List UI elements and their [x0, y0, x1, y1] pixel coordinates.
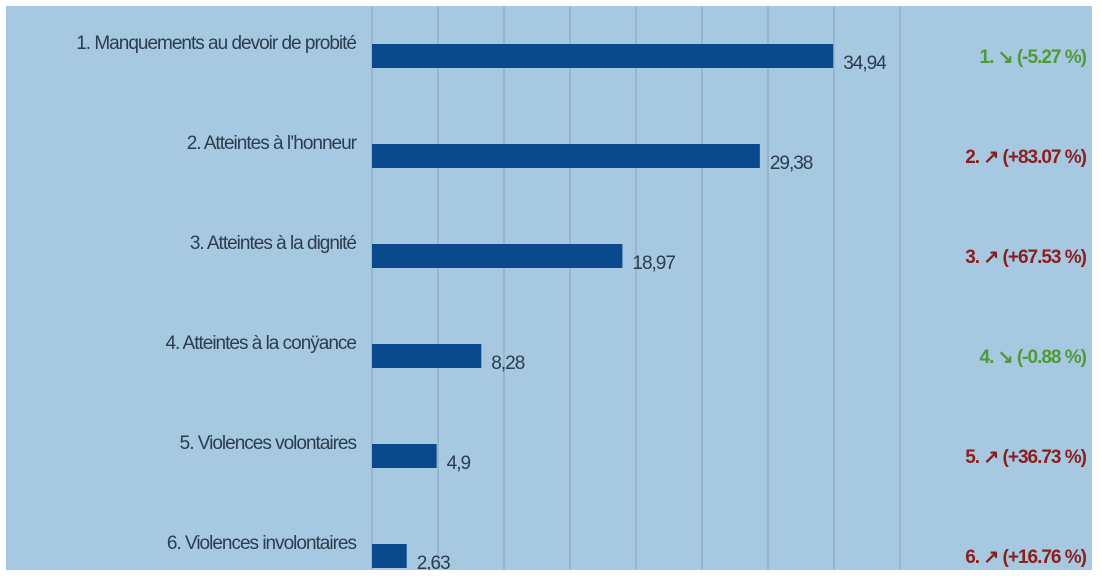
category-label-1: 1. Manquements au devoir de probité	[76, 33, 356, 54]
bar-3	[372, 244, 623, 268]
change-label-6: 6. ↗ (+16.76 %)	[965, 547, 1086, 568]
change-label-5: 5. ↗ (+36.73 %)	[965, 447, 1086, 468]
change-label-3: 3. ↗ (+67.53 %)	[965, 247, 1086, 268]
change-label-2: 2. ↗ (+83.07 %)	[965, 147, 1086, 168]
chart-background	[6, 6, 1092, 570]
bar-5	[372, 444, 437, 468]
value-label-3: 18,97	[632, 253, 675, 274]
category-label-3: 3. Atteintes à la dignité	[190, 233, 357, 254]
bar-chart: 1. Manquements au devoir de probité 34,94…	[6, 6, 1092, 570]
category-label-6: 6. Violences involontaires	[167, 533, 357, 554]
value-label-4: 8,28	[491, 353, 524, 374]
bar-4	[372, 344, 482, 368]
category-label-5: 5. Violences volontaires	[180, 433, 357, 454]
value-label-2: 29,38	[770, 153, 813, 174]
bar-1	[372, 44, 834, 68]
chart-panel: 1. Manquements au devoir de probité 34,94…	[6, 6, 1092, 570]
category-label-2: 2. Atteintes à l’honneur	[187, 133, 358, 154]
change-label-4: 4. ↘ (-0.88 %)	[980, 347, 1087, 368]
change-label-1: 1. ↘ (-5.27 %)	[980, 47, 1087, 68]
value-label-6: 2,63	[417, 553, 450, 570]
bar-2	[372, 144, 760, 168]
bar-6	[372, 544, 407, 568]
category-label-4: 4. Atteintes à la conÿance	[165, 333, 356, 354]
value-label-5: 4,9	[447, 453, 471, 474]
value-label-1: 34,94	[843, 53, 887, 74]
